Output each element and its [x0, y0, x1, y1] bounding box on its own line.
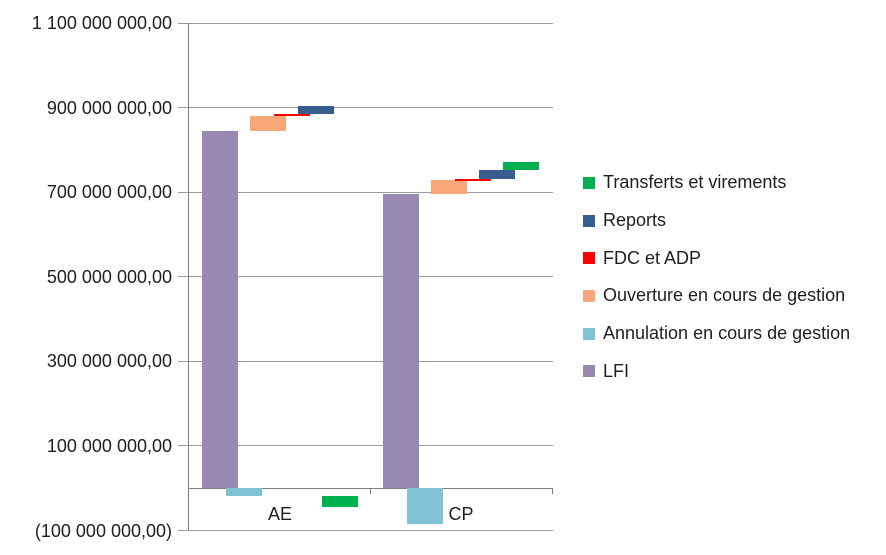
category-axis-tick-1 — [370, 488, 371, 495]
legend-item-ouverture-en-cours-de-gestion[interactable]: Ouverture en cours de gestion — [583, 277, 850, 315]
legend-swatch-transferts-et-virements — [583, 176, 595, 189]
y-axis-tick-label: 1 100 000 000,00 — [31, 13, 172, 33]
y-gridline-300-000-000-00 — [178, 360, 553, 362]
legend-item-annulation-en-cours-de-gestion[interactable]: Annulation en cours de gestion — [583, 315, 850, 353]
y-gridline-700-000-000-00 — [178, 191, 553, 193]
legend-item-fdc-et-adp[interactable]: FDC et ADP — [583, 239, 850, 277]
y-axis-tick-label: 500 000 000,00 — [46, 266, 172, 287]
y-axis-tick-label: 700 000 000,00 — [46, 182, 172, 203]
legend-swatch-fdc-et-adp — [583, 252, 595, 265]
bar-fdc-et-adp-ae[interactable] — [274, 113, 310, 116]
category-axis-tick-2 — [552, 488, 553, 495]
bar-reports-ae[interactable] — [298, 105, 334, 114]
x-axis-label-cp: CP — [448, 504, 474, 524]
bar-annulation-en-cours-de-gestion-cp[interactable] — [407, 488, 443, 525]
y-gridline-1-100-000-000-00 — [178, 22, 553, 24]
bar-ouverture-en-cours-de-gestion-cp[interactable] — [431, 179, 467, 194]
legend-item-reports[interactable]: Reports — [583, 202, 850, 240]
bar-lfi-cp[interactable] — [383, 193, 419, 489]
legend-label: Annulation en cours de gestion — [603, 323, 851, 344]
bar-ouverture-en-cours-de-gestion-ae[interactable] — [250, 115, 286, 131]
legend-swatch-lfi — [583, 365, 595, 378]
value-axis-line — [188, 23, 189, 531]
y-axis-tick-label: 300 000 000,00 — [46, 351, 172, 372]
bar-transferts-et-virements-cp[interactable] — [503, 161, 539, 170]
bar-fdc-et-adp-cp[interactable] — [455, 178, 491, 181]
y-gridline-100-000-000-00 — [178, 445, 553, 447]
y-axis-tick-label: (100 000 000,00) — [34, 520, 172, 541]
y-gridline-100-000-000-00 — [178, 530, 553, 531]
legend-swatch-ouverture-en-cours-de-gestion — [583, 289, 595, 302]
legend-label: Transferts et virements — [603, 172, 787, 193]
y-gridline-900-000-000-00 — [178, 107, 553, 109]
legend-swatch-reports — [583, 214, 595, 227]
legend-label: Reports — [603, 210, 667, 231]
bar-reports-cp[interactable] — [479, 169, 515, 179]
legend-item-lfi[interactable]: LFI — [583, 352, 850, 390]
y-axis-tick-label: 100 000 000,00 — [46, 435, 172, 456]
bar-annulation-en-cours-de-gestion-ae[interactable] — [226, 488, 262, 496]
x-axis-label-ae: AE — [267, 504, 292, 524]
bar-lfi-ae[interactable] — [202, 130, 238, 489]
bar-transferts-et-virements-ae[interactable] — [322, 495, 358, 508]
category-axis-tick-0 — [188, 488, 189, 495]
legend-swatch-annulation-en-cours-de-gestion — [583, 327, 595, 340]
legend-item-transferts-et-virements[interactable]: Transferts et virements — [583, 164, 850, 202]
y-axis-tick-label: 900 000 000,00 — [46, 97, 172, 118]
legend-label: FDC et ADP — [603, 247, 702, 268]
legend-label: Ouverture en cours de gestion — [603, 285, 846, 306]
y-gridline-500-000-000-00 — [178, 276, 553, 278]
legend-label: LFI — [603, 360, 630, 381]
legend: Transferts et virements Reports FDC et ADP… — [583, 164, 850, 390]
